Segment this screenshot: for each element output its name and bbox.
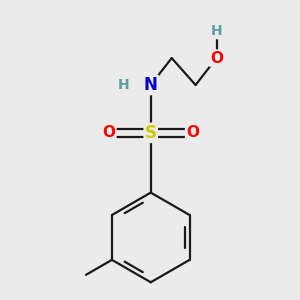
Text: O: O: [102, 125, 116, 140]
Text: H: H: [211, 24, 222, 38]
Text: S: S: [145, 124, 157, 142]
Text: H: H: [118, 78, 130, 92]
Text: N: N: [144, 76, 158, 94]
Text: O: O: [186, 125, 199, 140]
Text: O: O: [210, 51, 223, 66]
